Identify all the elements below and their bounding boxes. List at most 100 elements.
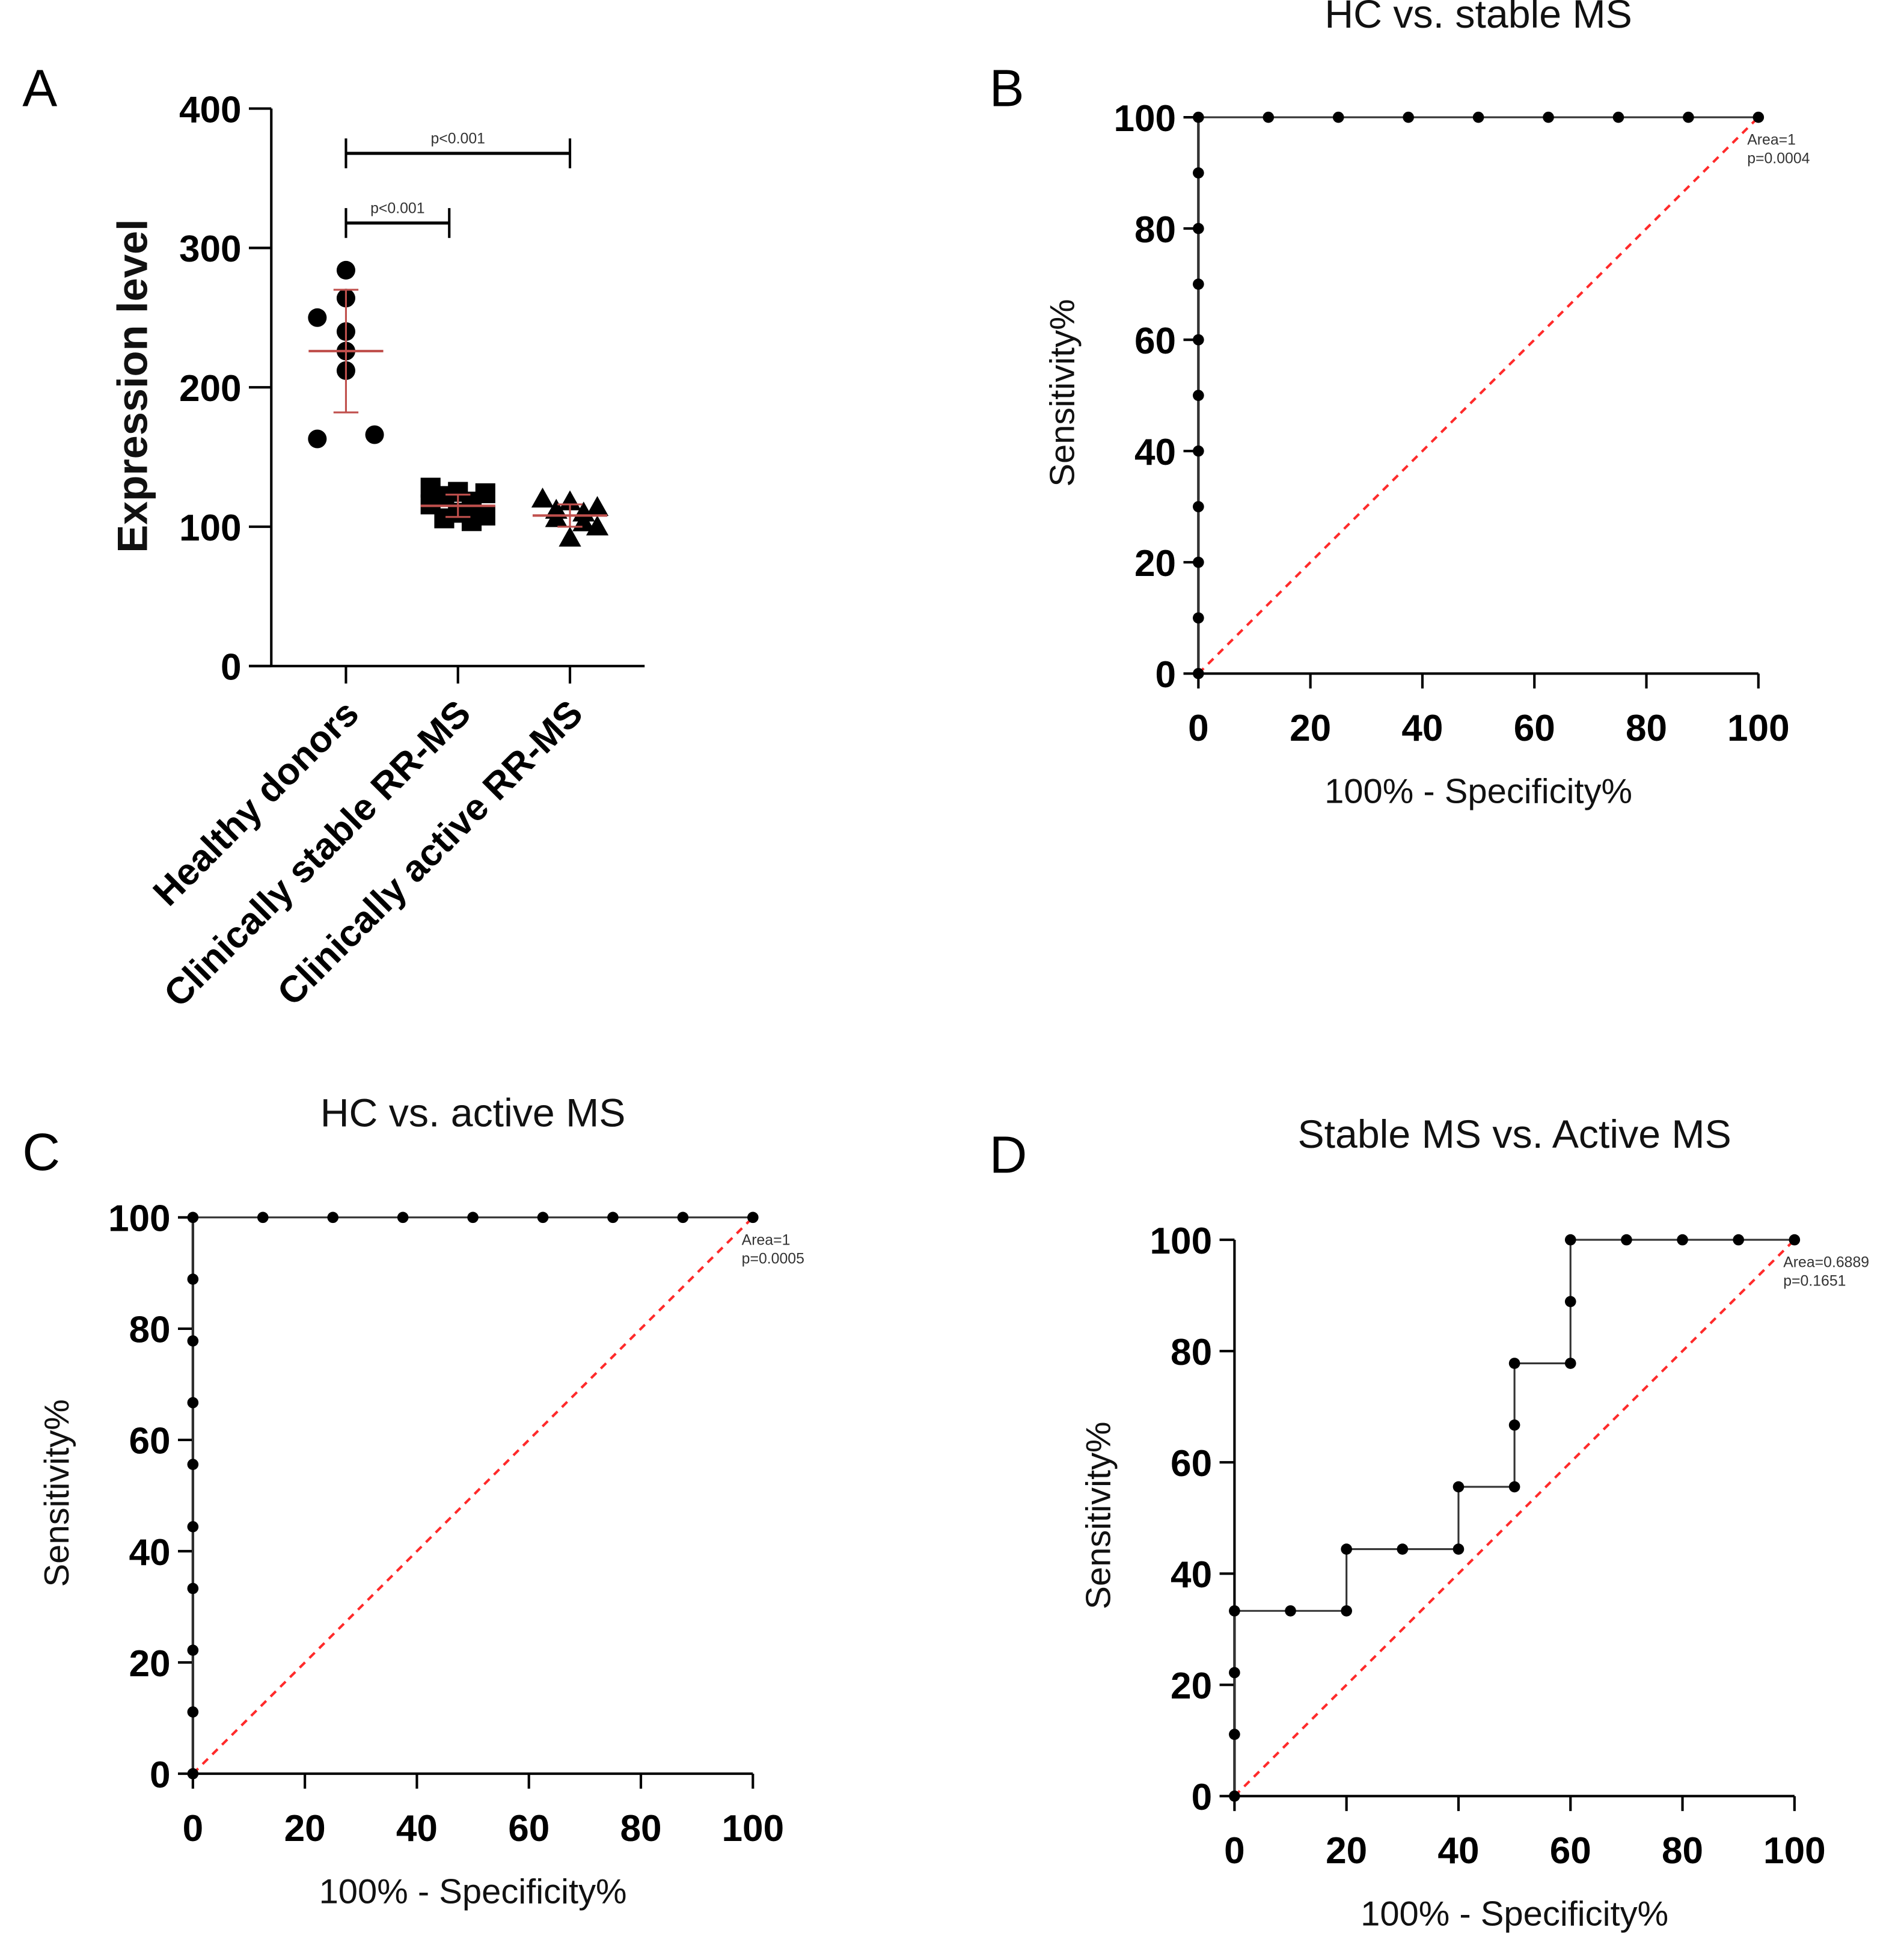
data-point-square bbox=[461, 511, 482, 531]
data-point-circle bbox=[365, 425, 384, 444]
y-tick-label: 20 bbox=[1171, 1665, 1212, 1707]
x-tick-label: 40 bbox=[396, 1808, 438, 1849]
roc-curve bbox=[192, 1216, 753, 1774]
roc-point bbox=[1564, 1234, 1576, 1246]
y-axis-label: Sensitivity% bbox=[1043, 299, 1082, 486]
roc-point bbox=[1229, 1729, 1240, 1740]
roc-point bbox=[187, 1459, 199, 1470]
roc-point bbox=[467, 1211, 479, 1224]
roc-point bbox=[187, 1211, 199, 1224]
p-value-annotation: p=0.0004 bbox=[1747, 151, 1810, 167]
roc-point bbox=[1733, 1234, 1745, 1246]
roc-point bbox=[1193, 390, 1204, 401]
x-tick-label: 40 bbox=[1437, 1830, 1479, 1872]
x-tick-label: 20 bbox=[1290, 708, 1331, 749]
x-tick-label: 20 bbox=[284, 1808, 326, 1849]
area-annotation: Area=0.6889 bbox=[1783, 1255, 1869, 1271]
roc-point bbox=[187, 1335, 199, 1347]
roc-point bbox=[1229, 1605, 1240, 1617]
x-tick-label: 0 bbox=[1224, 1830, 1245, 1872]
x-tick-label: 80 bbox=[620, 1808, 661, 1849]
roc-point bbox=[1193, 612, 1204, 624]
roc-point bbox=[1341, 1543, 1352, 1555]
panel-label-c: C bbox=[22, 1123, 60, 1181]
y-tick-label: 40 bbox=[1171, 1554, 1212, 1596]
roc-point bbox=[1683, 111, 1694, 123]
roc-point bbox=[187, 1644, 199, 1656]
roc-point bbox=[1229, 1790, 1240, 1802]
p-value-annotation: p<0.001 bbox=[431, 130, 485, 147]
x-axis-label: 100% - Specificity% bbox=[1361, 1895, 1668, 1934]
x-axis-label: 100% - Specificity% bbox=[319, 1872, 627, 1911]
data-point-circle bbox=[308, 308, 327, 327]
x-axis-label: 100% - Specificity% bbox=[1324, 773, 1632, 811]
roc-point bbox=[187, 1582, 199, 1594]
data-point-triangle bbox=[586, 495, 609, 516]
reference-diagonal bbox=[1197, 116, 1760, 675]
y-tick-label: 0 bbox=[221, 647, 242, 688]
roc-point bbox=[1508, 1358, 1520, 1369]
y-tick-label: 40 bbox=[129, 1532, 171, 1573]
y-tick-label: 300 bbox=[179, 228, 242, 270]
roc-point bbox=[1789, 1234, 1801, 1246]
roc-point bbox=[747, 1211, 759, 1224]
roc-point bbox=[1229, 1667, 1240, 1679]
roc-point bbox=[187, 1397, 199, 1409]
y-tick-label: 60 bbox=[1134, 320, 1176, 362]
roc-point bbox=[187, 1706, 199, 1718]
x-tick-label: Healthy donors bbox=[145, 693, 367, 914]
x-tick-label: 60 bbox=[1514, 708, 1555, 749]
roc-point bbox=[537, 1211, 549, 1224]
area-annotation: Area=1 bbox=[742, 1232, 791, 1248]
x-tick-label: 40 bbox=[1401, 708, 1443, 749]
roc-point bbox=[1193, 556, 1204, 568]
data-point-square bbox=[434, 508, 455, 528]
x-tick-label: 80 bbox=[1662, 1830, 1703, 1872]
data-point-circle bbox=[336, 260, 355, 280]
roc-point bbox=[1508, 1481, 1520, 1493]
panel-label-d: D bbox=[990, 1126, 1027, 1184]
y-tick-label: 200 bbox=[179, 368, 242, 409]
x-tick-label: 20 bbox=[1326, 1830, 1367, 1872]
roc-point bbox=[1193, 167, 1204, 179]
y-tick-label: 100 bbox=[1114, 98, 1177, 139]
roc-point bbox=[257, 1211, 269, 1224]
y-tick-label: 80 bbox=[129, 1309, 171, 1351]
x-tick-label: 60 bbox=[508, 1808, 549, 1849]
p-value-annotation: p=0.0005 bbox=[742, 1251, 804, 1267]
roc-point bbox=[1677, 1234, 1688, 1246]
roc-point bbox=[677, 1211, 689, 1224]
roc-point bbox=[1193, 222, 1204, 234]
roc-point bbox=[1452, 1543, 1465, 1555]
roc-point bbox=[1193, 501, 1204, 513]
area-annotation: Area=1 bbox=[1747, 132, 1796, 149]
y-tick-label: 20 bbox=[1134, 543, 1176, 584]
y-axis-label: Expression level bbox=[108, 219, 156, 553]
reference-diagonal bbox=[192, 1216, 754, 1775]
y-tick-label: 100 bbox=[179, 507, 242, 549]
roc-point bbox=[187, 1273, 199, 1285]
reference-diagonal bbox=[1233, 1239, 1796, 1797]
chart-title: HC vs. active MS bbox=[320, 1091, 626, 1136]
y-tick-label: 0 bbox=[150, 1754, 171, 1796]
roc-point bbox=[187, 1521, 199, 1533]
y-axis-label: Sensitivity% bbox=[38, 1399, 76, 1587]
roc-point bbox=[1193, 445, 1204, 457]
roc-point bbox=[1332, 111, 1344, 123]
roc-point bbox=[1193, 334, 1204, 346]
roc-curve bbox=[1233, 1239, 1795, 1797]
y-tick-label: 100 bbox=[108, 1198, 171, 1240]
p-value-annotation: p=0.1651 bbox=[1783, 1273, 1846, 1290]
roc-point bbox=[1193, 278, 1204, 290]
y-axis-label: Sensitivity% bbox=[1079, 1421, 1118, 1609]
roc-point bbox=[1193, 111, 1204, 123]
roc-point bbox=[1193, 667, 1204, 679]
x-tick-label: 100 bbox=[722, 1808, 785, 1849]
roc-point bbox=[327, 1211, 339, 1224]
roc-point bbox=[1543, 111, 1554, 123]
roc-point bbox=[1341, 1605, 1352, 1617]
y-tick-label: 0 bbox=[1156, 654, 1177, 696]
data-point-circle bbox=[308, 429, 327, 449]
y-tick-label: 0 bbox=[1192, 1777, 1213, 1818]
x-tick-label: 80 bbox=[1626, 708, 1667, 749]
